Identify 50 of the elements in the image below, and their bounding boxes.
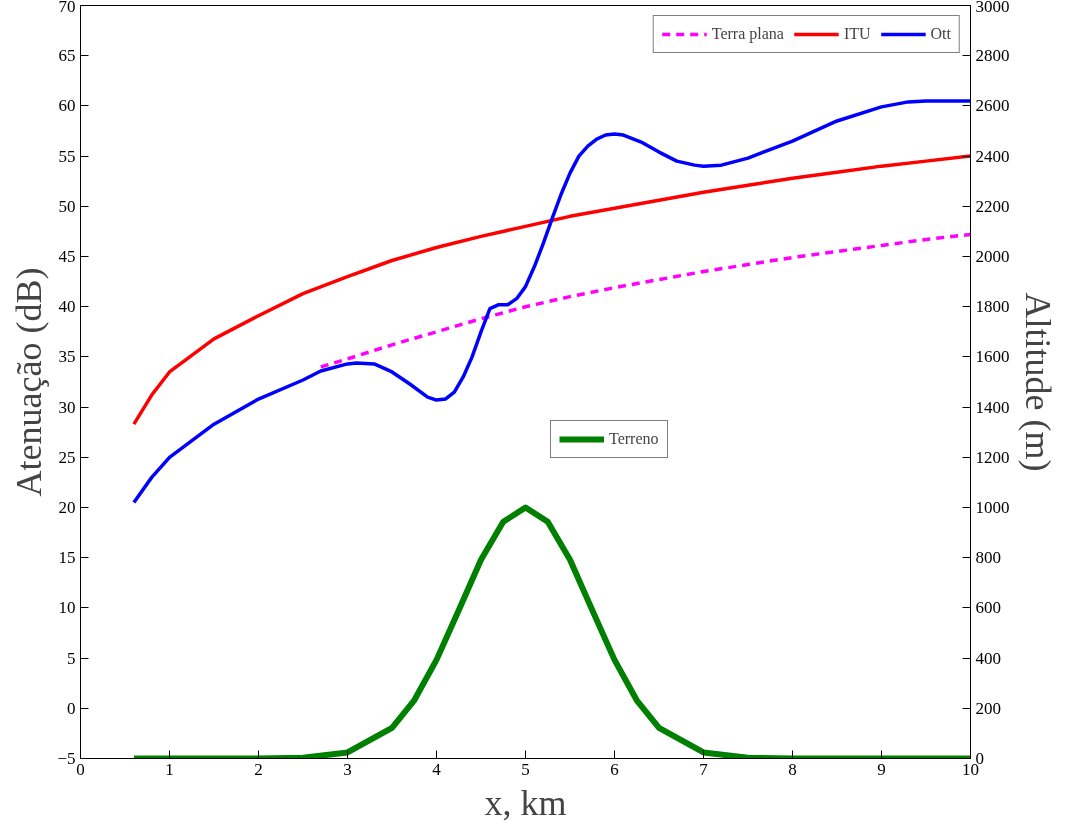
y-tick-label: 0 xyxy=(67,698,76,718)
y-tick-label: 60 xyxy=(58,96,76,116)
x-tick-label: 7 xyxy=(699,759,709,779)
y2-tick-label: 2800 xyxy=(975,46,1010,66)
y-tick-label: 40 xyxy=(58,297,76,317)
y-tick-label: 45 xyxy=(58,247,76,266)
y-axis-title: Atenuação (dB) xyxy=(9,267,50,497)
y-tick-label: 65 xyxy=(58,46,76,66)
y2-tick-label: 1400 xyxy=(975,397,1010,417)
y2-tick-label: 2600 xyxy=(975,96,1010,116)
x-tick-label: 3 xyxy=(343,759,352,779)
x-tick-label: 2 xyxy=(254,759,263,779)
legend-label: Terra plana xyxy=(711,25,784,43)
legend-label: Terreno xyxy=(609,430,659,448)
y2-axis-title: Altitude (m) xyxy=(1017,292,1058,472)
y2-tick-label: 1600 xyxy=(975,347,1010,367)
y2-tick-label: 1800 xyxy=(975,297,1010,317)
y-tick-label: 70 xyxy=(58,0,76,16)
y2-tick-label: 1000 xyxy=(975,498,1010,517)
line-series xyxy=(319,232,971,369)
y-tick-label: 25 xyxy=(58,447,76,467)
y-tick-label: 55 xyxy=(58,146,76,166)
x-tick-label: 1 xyxy=(165,759,174,779)
x-axis-title: x, km xyxy=(484,782,567,823)
y-tick-label: 30 xyxy=(58,397,76,417)
y-tick-label: 5 xyxy=(67,648,76,668)
y2-tick-label: 800 xyxy=(975,548,1001,568)
y2-tick-label: 200 xyxy=(975,698,1001,718)
x-tick-label: 4 xyxy=(432,759,442,779)
y2-tick-label: 400 xyxy=(975,648,1001,668)
line-series xyxy=(132,99,971,505)
legend-label: Ott xyxy=(930,25,951,43)
x-tick-label: 9 xyxy=(877,759,886,779)
y-tick-label: −5 xyxy=(57,749,76,768)
y2-tick-label: 2400 xyxy=(975,146,1010,166)
x-tick-label: 5 xyxy=(521,759,530,779)
y-tick-label: 10 xyxy=(58,598,76,618)
x-tick-label: 8 xyxy=(788,759,797,779)
y-tick-label: 20 xyxy=(58,498,76,517)
y2-tick-label: 1200 xyxy=(975,447,1010,467)
line-series xyxy=(132,154,971,426)
y-tick-label: 35 xyxy=(58,347,76,367)
y2-tick-label: 2200 xyxy=(975,196,1010,216)
x-tick-label: 6 xyxy=(610,759,619,779)
y-tick-label: 50 xyxy=(58,196,76,216)
y-tick-label: 15 xyxy=(58,548,76,568)
y2-tick-label: 3000 xyxy=(975,0,1010,16)
y2-tick-label: 600 xyxy=(975,598,1001,618)
legend-label: ITU xyxy=(843,25,871,43)
y2-tick-label: 2000 xyxy=(975,247,1010,266)
